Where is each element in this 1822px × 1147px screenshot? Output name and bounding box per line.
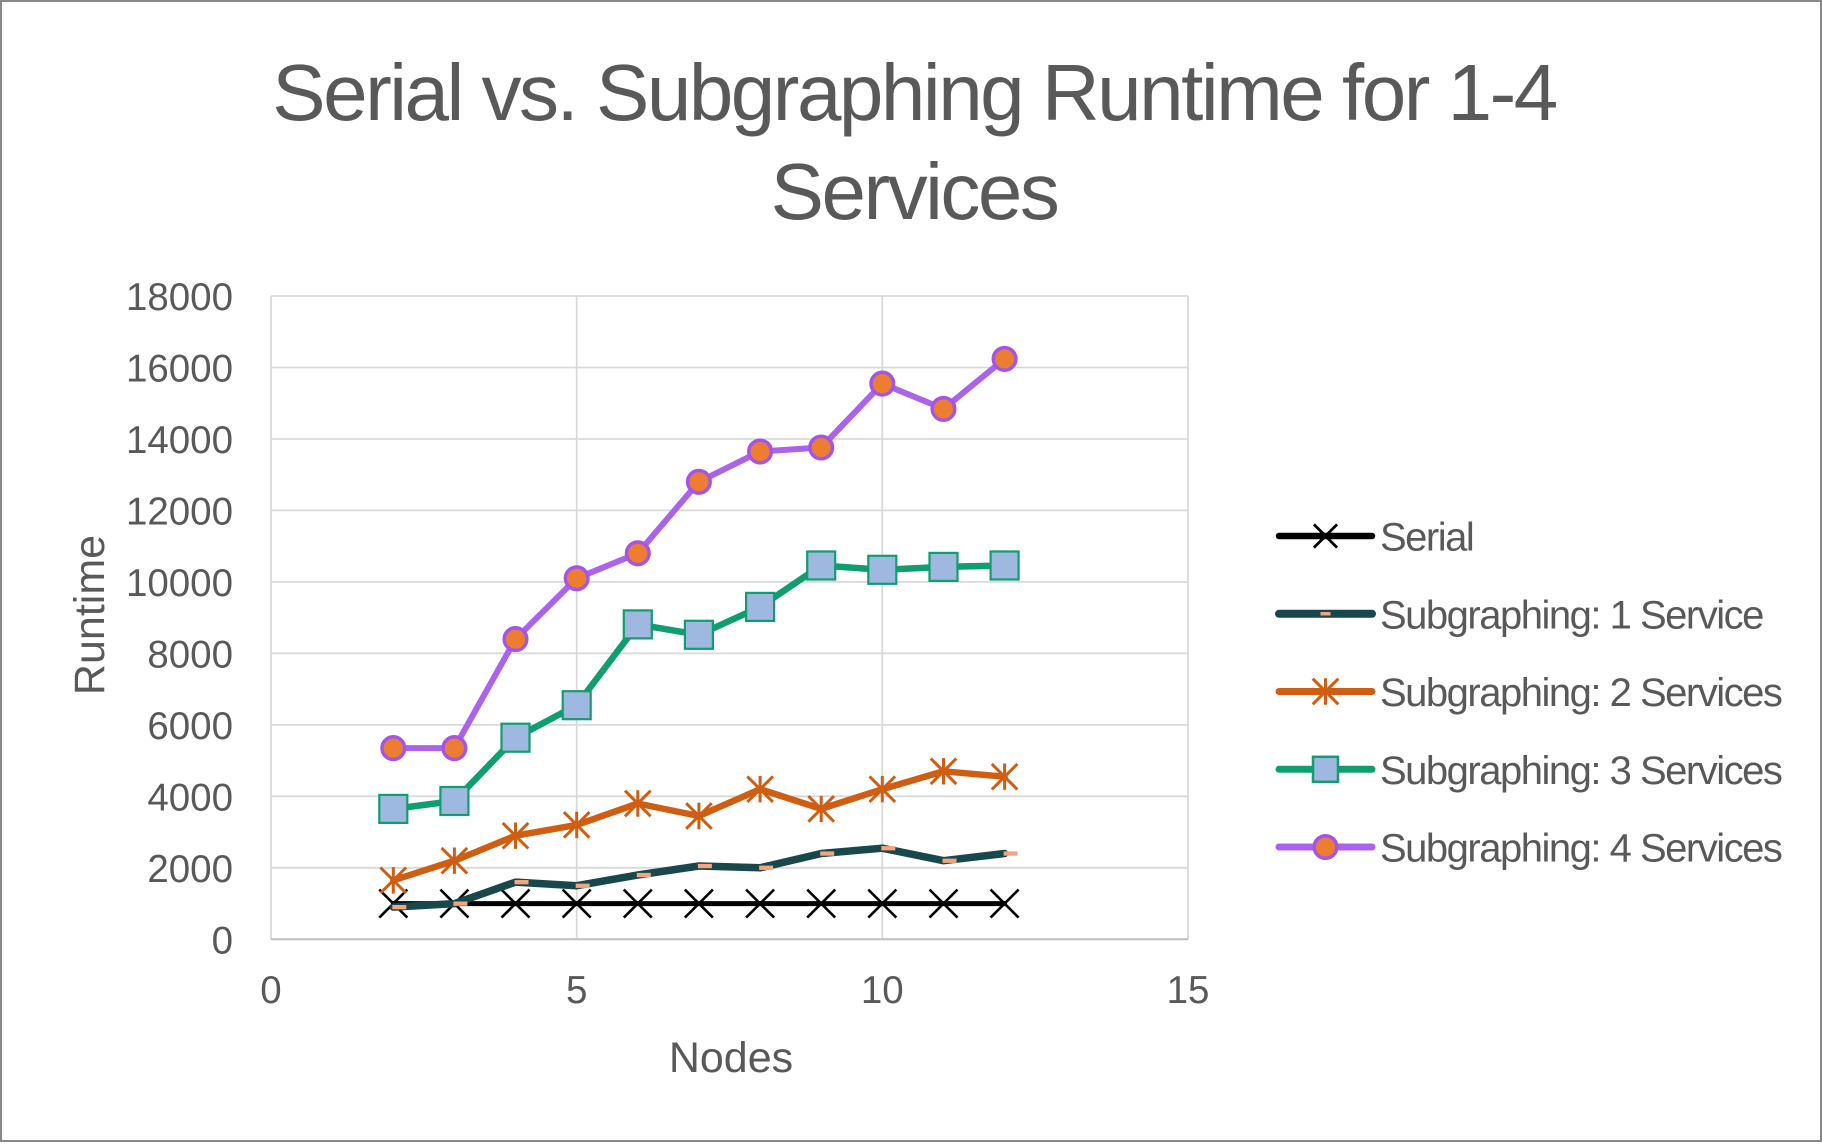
svg-text:5: 5 (566, 969, 587, 1012)
svg-text:Subgraphing: 2 Services: Subgraphing: 2 Services (1380, 671, 1782, 715)
svg-text:0: 0 (260, 969, 281, 1012)
svg-text:6000: 6000 (147, 705, 233, 748)
svg-text:10: 10 (861, 969, 904, 1012)
svg-text:Serial vs. Subgraphing Runtime: Serial vs. Subgraphing Runtime for 1-4 (272, 48, 1556, 137)
svg-text:Runtime: Runtime (66, 535, 114, 695)
svg-text:Serial: Serial (1380, 516, 1473, 560)
svg-text:18000: 18000 (126, 276, 233, 319)
svg-text:Subgraphing: 3 Services: Subgraphing: 3 Services (1380, 749, 1782, 793)
svg-text:14000: 14000 (126, 419, 233, 462)
svg-text:12000: 12000 (126, 490, 233, 533)
svg-text:0: 0 (212, 919, 233, 962)
svg-text:4000: 4000 (147, 776, 233, 819)
svg-text:15: 15 (1167, 969, 1210, 1012)
svg-text:Nodes: Nodes (669, 1034, 793, 1082)
svg-text:8000: 8000 (147, 633, 233, 676)
svg-text:16000: 16000 (126, 348, 233, 391)
svg-text:10000: 10000 (126, 562, 233, 605)
svg-text:Subgraphing: 1 Service: Subgraphing: 1 Service (1380, 593, 1763, 637)
svg-text:Services: Services (771, 147, 1058, 236)
svg-text:Subgraphing: 4 Services: Subgraphing: 4 Services (1380, 827, 1782, 871)
svg-text:2000: 2000 (147, 848, 233, 891)
